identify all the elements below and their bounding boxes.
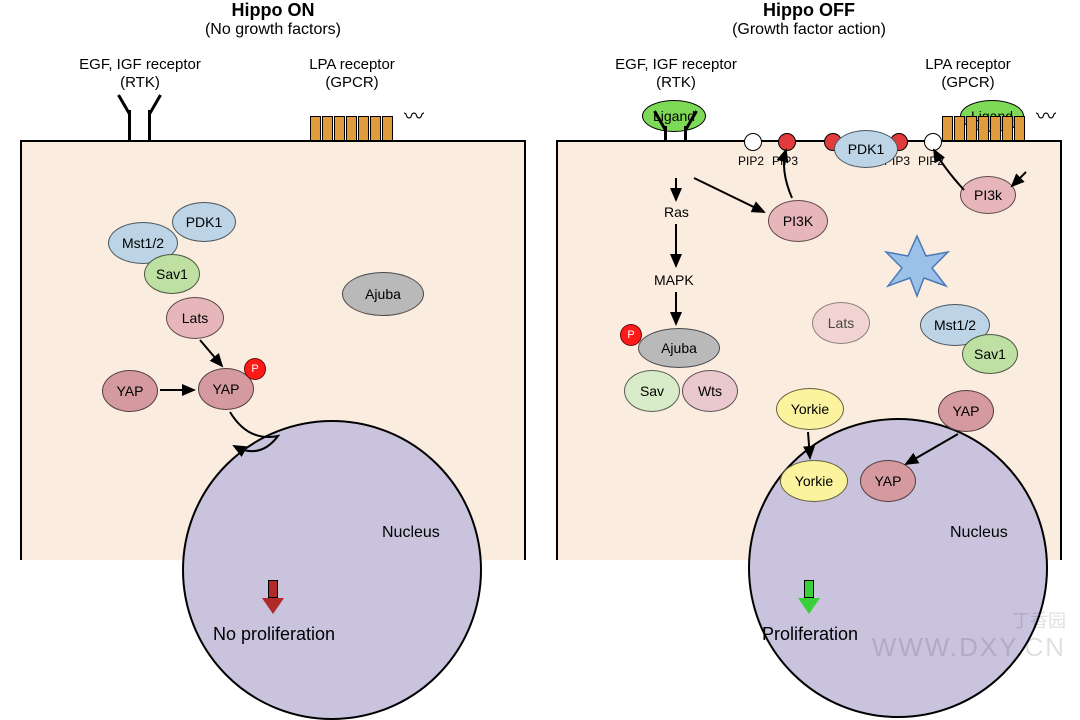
nucleus-label-off: Nucleus	[950, 524, 1008, 542]
node-sav1: Sav1	[144, 254, 200, 294]
node-pi3k-2: PI3k	[960, 176, 1016, 214]
watermark-brand: 丁香园	[1012, 607, 1066, 633]
gpcr-label-on: LPA receptor (GPCR)	[282, 56, 422, 92]
ligand-rtk: Ligand	[642, 100, 706, 132]
node-pdk1: PDK1	[172, 202, 236, 242]
node-sav: Sav	[624, 370, 680, 412]
node-yap1: YAP	[102, 370, 158, 412]
cell-on: Nucleus PDK1 Mst1/2 Sav1 Lats YAP YAP P …	[20, 140, 526, 560]
txt-ras: Ras	[664, 204, 689, 220]
node-p: P	[244, 358, 266, 380]
cell-off: PIP2 PIP3 PIP3 PIP2 PDK1 Nucleus Ras MAP…	[556, 140, 1062, 560]
burst-icon	[882, 234, 952, 298]
rtk-head-1	[117, 94, 131, 115]
outcome-arrow-on	[262, 580, 284, 614]
nucleus-label-on: Nucleus	[382, 524, 440, 542]
outcome-arrow-off	[798, 580, 820, 614]
txt-mapk: MAPK	[654, 272, 694, 288]
outcome-on: No proliferation	[174, 624, 374, 645]
title-off: Hippo OFF	[556, 0, 1062, 21]
node-yorkie2: Yorkie	[780, 460, 848, 502]
node-yap-r1: YAP	[938, 390, 994, 432]
panel-hippo-on: Hippo ON (No growth factors) EGF, IGF re…	[20, 0, 526, 673]
node-pi3k-1: PI3K	[768, 200, 828, 242]
watermark-url: WWW.DXY.CN	[872, 632, 1066, 663]
subtitle-off: (Growth factor action)	[556, 21, 1062, 39]
subtitle-on: (No growth factors)	[20, 21, 526, 39]
node-yap-r2: YAP	[860, 460, 916, 502]
panel-hippo-off: Hippo OFF (Growth factor action) EGF, IG…	[556, 0, 1062, 673]
lipid-pip2-1	[744, 133, 762, 151]
node-lats2: Lats	[812, 302, 870, 344]
rtk-label-off: EGF, IGF receptor (RTK)	[596, 56, 756, 92]
lipid-pip3-1	[778, 133, 796, 151]
rtk-head-2	[148, 94, 162, 115]
node-wts: Wts	[682, 370, 738, 412]
node-ajuba: Ajuba	[342, 272, 424, 316]
node-yorkie1: Yorkie	[776, 388, 844, 430]
lipid-pip2-2	[924, 133, 942, 151]
title-on: Hippo ON	[20, 0, 526, 21]
node-lats: Lats	[166, 297, 224, 339]
rtk-label-on: EGF, IGF receptor (RTK)	[60, 56, 220, 92]
node-sav1b: Sav1	[962, 334, 1018, 374]
gpcr-label-off: LPA receptor (GPCR)	[898, 56, 1038, 92]
node-pdk1-mem: PDK1	[834, 130, 898, 168]
node-ajuba2: Ajuba	[638, 328, 720, 368]
nucleus-on	[182, 420, 482, 720]
